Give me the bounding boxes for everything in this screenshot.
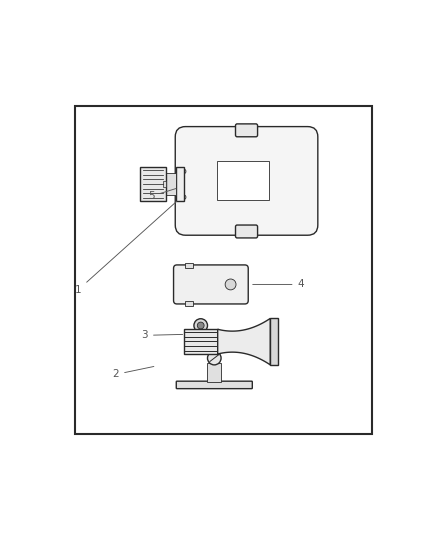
FancyBboxPatch shape (176, 167, 184, 201)
Polygon shape (218, 318, 270, 365)
FancyBboxPatch shape (185, 263, 193, 268)
Circle shape (181, 169, 186, 174)
Text: 5: 5 (148, 189, 176, 201)
Circle shape (208, 351, 221, 365)
FancyBboxPatch shape (163, 181, 166, 188)
FancyBboxPatch shape (75, 106, 372, 434)
Text: 1: 1 (75, 201, 177, 295)
FancyBboxPatch shape (175, 127, 318, 235)
Circle shape (197, 335, 204, 342)
FancyBboxPatch shape (236, 124, 258, 137)
Circle shape (194, 319, 208, 332)
FancyBboxPatch shape (185, 301, 193, 305)
FancyBboxPatch shape (217, 161, 269, 200)
FancyBboxPatch shape (236, 225, 258, 238)
Text: 4: 4 (253, 279, 304, 289)
FancyBboxPatch shape (140, 167, 166, 201)
FancyBboxPatch shape (176, 381, 252, 389)
FancyBboxPatch shape (173, 265, 248, 304)
FancyBboxPatch shape (166, 173, 176, 195)
Circle shape (197, 322, 204, 329)
Text: 2: 2 (113, 367, 154, 379)
FancyBboxPatch shape (184, 329, 218, 354)
Circle shape (194, 332, 208, 345)
FancyBboxPatch shape (207, 363, 222, 382)
Circle shape (225, 279, 236, 290)
Text: 3: 3 (141, 330, 183, 341)
Circle shape (181, 195, 186, 199)
FancyBboxPatch shape (270, 318, 278, 365)
